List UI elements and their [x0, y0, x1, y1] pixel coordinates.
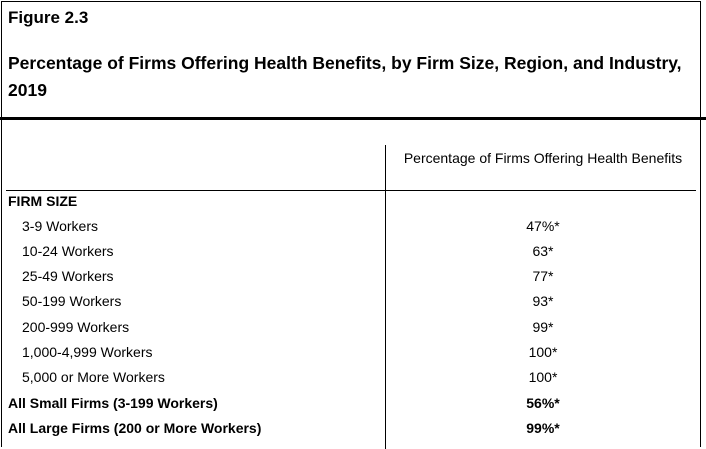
summary-row: All Small Firms (3-199 Workers) 56%* — [0, 392, 706, 417]
row-value: 99%* — [526, 420, 560, 436]
table-row: 5,000 or More Workers 100* — [0, 366, 706, 391]
figure-number: Figure 2.3 — [8, 8, 89, 27]
row-label: 10-24 Workers — [22, 243, 114, 259]
row-value: 100* — [528, 344, 558, 360]
row-label: 3-9 Workers — [22, 218, 98, 234]
table-row: 25-49 Workers 77* — [0, 265, 706, 290]
row-label: 200-999 Workers — [22, 319, 130, 335]
row-value: 77* — [532, 268, 554, 284]
header-divider — [6, 190, 696, 191]
table-row: 3-9 Workers 47%* — [0, 215, 706, 240]
table-row: 10-24 Workers 63* — [0, 240, 706, 265]
summary-row: All Large Firms (200 or More Workers) 99… — [0, 417, 706, 442]
table-row: 200-999 Workers 99* — [0, 316, 706, 341]
title-divider — [0, 117, 706, 120]
section-heading-firm-size: FIRM SIZE — [8, 193, 78, 209]
row-label: 25-49 Workers — [22, 268, 114, 284]
row-value: 100* — [528, 369, 558, 385]
row-label: All Small Firms (3-199 Workers) — [8, 395, 218, 411]
table-row: 1,000-4,999 Workers 100* — [0, 341, 706, 366]
row-value: 99* — [532, 319, 554, 335]
row-label: 50-199 Workers — [22, 293, 122, 309]
row-value: 63* — [532, 243, 554, 259]
table-row: 50-199 Workers 93* — [0, 290, 706, 315]
row-label: 5,000 or More Workers — [22, 369, 165, 385]
row-value: 47%* — [526, 218, 560, 234]
column-divider — [385, 145, 386, 449]
row-value: 56%* — [526, 395, 560, 411]
row-label: All Large Firms (200 or More Workers) — [8, 420, 262, 436]
figure-title: Percentage of Firms Offering Health Bene… — [8, 53, 682, 100]
column-header: Percentage of Firms Offering Health Bene… — [403, 150, 683, 166]
row-value: 93* — [532, 293, 554, 309]
row-label: 1,000-4,999 Workers — [22, 344, 153, 360]
